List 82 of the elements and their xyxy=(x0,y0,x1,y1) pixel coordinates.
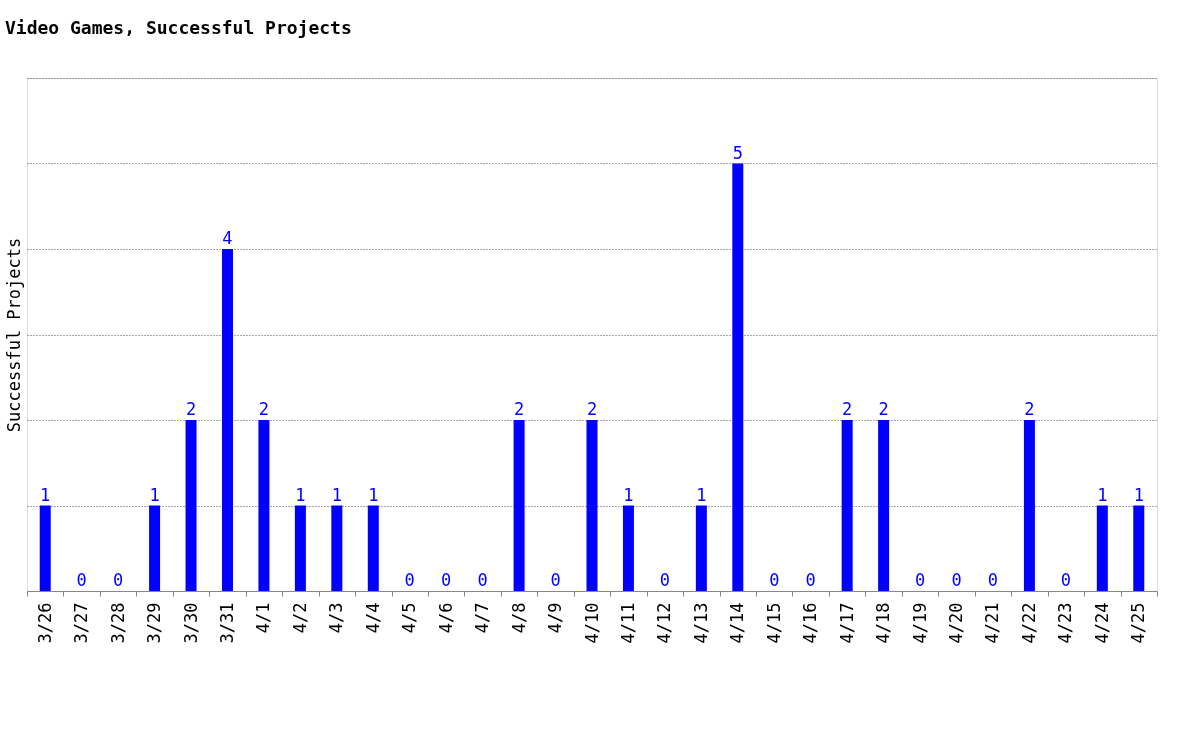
data-label: 5 xyxy=(732,142,743,163)
data-label: 0 xyxy=(659,570,671,590)
data-label: 1 xyxy=(623,484,634,505)
x-tick-label: 4/6 xyxy=(435,602,456,634)
x-tick-label: 3/29 xyxy=(144,602,165,644)
data-label: 2 xyxy=(878,399,889,419)
x-tick-label: 4/13 xyxy=(690,602,711,644)
data-label: 0 xyxy=(404,570,415,590)
x-tick-label: 4/19 xyxy=(909,602,930,644)
x-tick-label: 4/9 xyxy=(545,602,566,634)
data-label: 2 xyxy=(185,399,197,419)
x-tick-label: 4/16 xyxy=(800,602,821,644)
data-label: 1 xyxy=(1097,484,1108,505)
data-label: 1 xyxy=(696,484,707,505)
bar xyxy=(185,420,197,591)
bar xyxy=(1096,505,1108,591)
data-label: 2 xyxy=(586,399,598,419)
data-label: 1 xyxy=(331,484,342,505)
bar xyxy=(622,505,634,591)
x-tick-label: 4/7 xyxy=(472,602,493,634)
data-label: 0 xyxy=(550,570,561,590)
data-label: 0 xyxy=(1060,570,1071,590)
x-tick-label: 3/26 xyxy=(34,602,55,644)
x-tick-label: 4/21 xyxy=(982,602,1003,644)
bar xyxy=(878,420,890,591)
bar xyxy=(1023,420,1035,591)
data-label: 0 xyxy=(113,570,124,590)
bar xyxy=(513,420,525,591)
data-label: 1 xyxy=(1133,484,1144,505)
bar xyxy=(695,505,707,591)
x-tick-label: 4/11 xyxy=(617,602,638,644)
bar xyxy=(294,505,306,591)
data-label: 2 xyxy=(842,399,853,419)
x-tick-label: 3/30 xyxy=(180,602,201,644)
data-label: 0 xyxy=(987,570,999,590)
data-label: 2 xyxy=(513,399,525,419)
x-tick-label: 4/17 xyxy=(836,602,857,644)
bar xyxy=(221,249,233,591)
data-label: 1 xyxy=(149,484,160,505)
x-tick-label: 3/28 xyxy=(107,602,128,644)
data-label: 0 xyxy=(477,570,488,590)
x-tick-label: 4/5 xyxy=(399,602,420,634)
bar xyxy=(841,420,853,591)
data-label: 0 xyxy=(441,570,452,590)
bar xyxy=(258,420,270,591)
data-label: 2 xyxy=(258,399,270,419)
x-tick-label: 4/3 xyxy=(326,602,347,634)
x-tick-label: 4/20 xyxy=(946,602,967,644)
data-label: 1 xyxy=(40,484,51,505)
x-tick-label: 4/12 xyxy=(654,602,675,644)
data-label: 0 xyxy=(769,570,780,590)
x-tick-label: 4/25 xyxy=(1128,602,1149,644)
data-label: 0 xyxy=(805,570,816,590)
x-tick-label: 4/4 xyxy=(362,602,383,634)
data-label: 4 xyxy=(222,228,233,248)
x-tick-label: 4/14 xyxy=(727,602,748,644)
x-tick-label: 3/27 xyxy=(71,602,92,644)
x-tick-label: 4/23 xyxy=(1055,602,1076,644)
data-label: 2 xyxy=(1024,399,1035,419)
data-label: 0 xyxy=(951,570,962,590)
x-tick-label: 4/15 xyxy=(763,602,784,644)
y-axis-title: Successful Projects xyxy=(3,237,24,433)
bar xyxy=(39,505,51,591)
data-label: 0 xyxy=(76,570,87,590)
x-tick-label: 4/24 xyxy=(1091,602,1112,644)
bar xyxy=(1133,505,1145,591)
data-label: 1 xyxy=(368,484,379,505)
bar xyxy=(149,505,161,591)
chart-title: Video Games, Successful Projects xyxy=(5,17,352,38)
bar xyxy=(732,163,744,591)
x-tick-label: 3/31 xyxy=(216,602,237,644)
x-tick-label: 4/22 xyxy=(1018,602,1039,644)
data-label: 1 xyxy=(295,484,306,505)
data-label: 0 xyxy=(914,570,926,590)
x-tick-label: 4/2 xyxy=(289,602,310,634)
bar xyxy=(367,505,379,591)
x-tick-label: 4/8 xyxy=(508,602,529,634)
x-tick-label: 4/1 xyxy=(253,602,274,634)
bar xyxy=(586,420,598,591)
x-tick-label: 4/10 xyxy=(581,602,602,644)
x-tick-label: 4/18 xyxy=(873,602,894,644)
bar xyxy=(331,505,343,591)
